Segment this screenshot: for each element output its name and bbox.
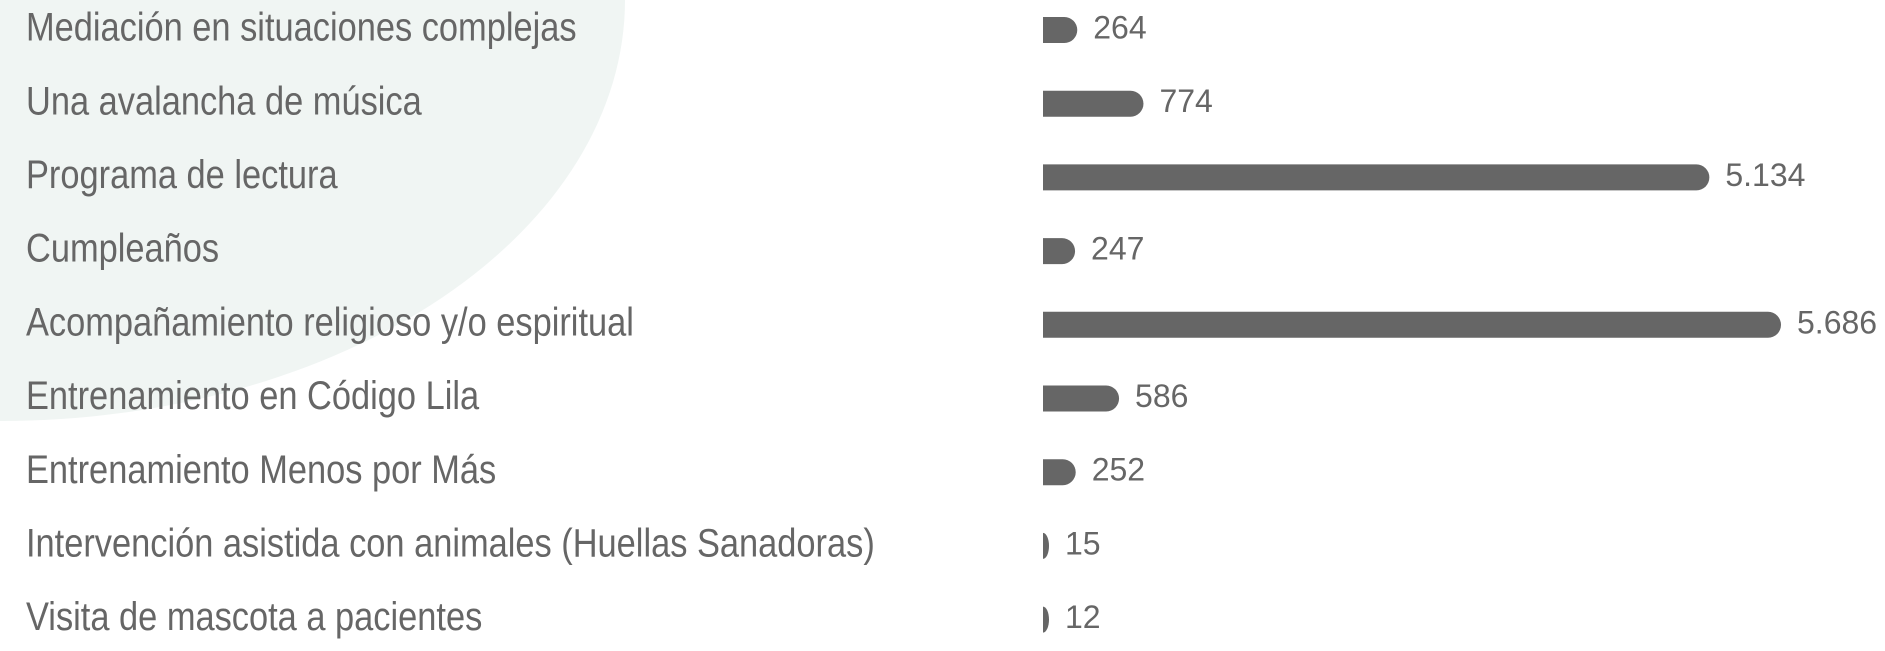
category-label: Acompañamiento religioso y/o espiritual: [26, 299, 634, 344]
rows: Mediación en situaciones complejas 264 Una…: [26, 4, 1877, 639]
bar: [1043, 164, 1710, 191]
value-label: 586: [1135, 378, 1188, 414]
value-label: 774: [1159, 83, 1212, 119]
value-label: 12: [1065, 599, 1101, 635]
category-label: Intervención asistida con animales (Huel…: [26, 520, 875, 565]
category-label: Visita de mascota a pacientes: [26, 594, 482, 639]
value-label: 5.686: [1797, 304, 1877, 340]
category-label: Programa de lectura: [26, 152, 338, 197]
category-label: Entrenamiento Menos por Más: [26, 446, 496, 491]
bar: [1043, 238, 1076, 265]
category-label: Cumpleaños: [26, 225, 219, 270]
bar: [1043, 311, 1781, 338]
bar: [1043, 459, 1076, 486]
value-label: 15: [1065, 525, 1101, 561]
bar: [1043, 17, 1078, 43]
value-label: 247: [1091, 231, 1144, 267]
bar: [1043, 90, 1144, 117]
category-label: Entrenamiento en Código Lila: [26, 373, 479, 418]
value-label: 5.134: [1725, 157, 1805, 193]
background-shape: [0, 0, 625, 421]
value-label: 264: [1093, 9, 1146, 45]
bar: [1043, 606, 1049, 633]
bar: [1043, 385, 1120, 412]
value-label: 252: [1092, 452, 1145, 488]
category-label: Mediación en situaciones complejas: [26, 4, 577, 49]
bar: [1043, 532, 1049, 559]
category-label: Una avalancha de música: [26, 78, 422, 123]
